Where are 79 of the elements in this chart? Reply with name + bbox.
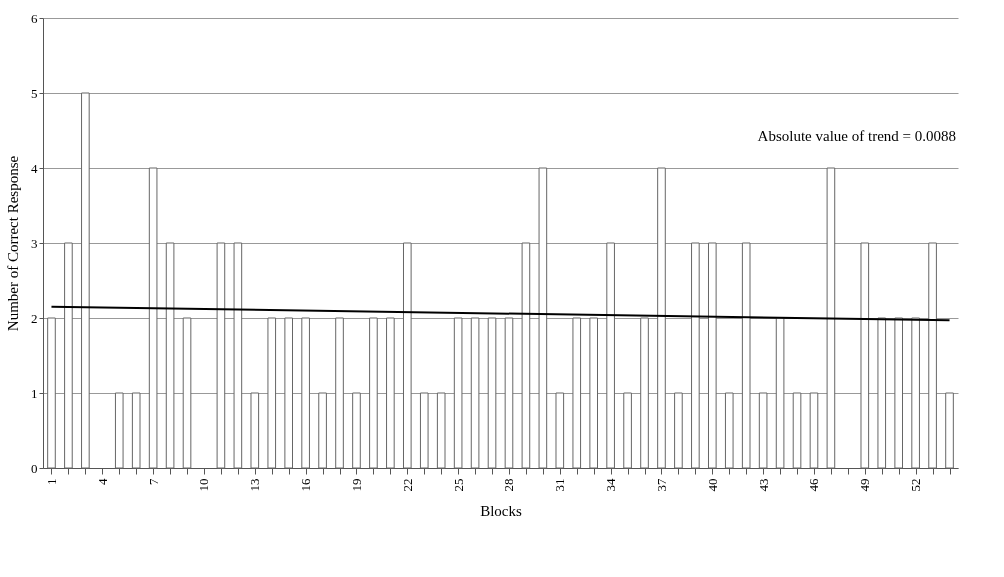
- x-tick-label: 46: [806, 478, 822, 492]
- bar: [267, 317, 277, 469]
- x-tick-label: 7: [145, 478, 161, 485]
- bar: [165, 242, 175, 469]
- bar: [369, 317, 378, 469]
- bar: [911, 317, 920, 469]
- bar: [352, 392, 361, 469]
- bar: [792, 392, 802, 469]
- bar: [216, 242, 226, 469]
- bar: [877, 317, 887, 469]
- bar: [284, 317, 294, 469]
- y-tick-label: 3: [31, 235, 38, 251]
- y-tick-label: 2: [31, 310, 38, 326]
- x-tick-label: 25: [450, 478, 466, 492]
- bar: [623, 392, 632, 469]
- x-tick-label: 40: [704, 478, 720, 492]
- bar: [402, 242, 412, 469]
- bar: [335, 317, 344, 469]
- bar: [775, 317, 785, 469]
- y-tick-label: 4: [31, 160, 38, 176]
- bar: [81, 92, 90, 469]
- bar: [47, 317, 56, 469]
- bar: [182, 317, 192, 469]
- annotation: Absolute value of trend = 0.0088: [757, 128, 956, 144]
- bar: [894, 317, 904, 469]
- bar: [589, 317, 599, 469]
- bar: [572, 317, 582, 469]
- bar: [521, 242, 531, 469]
- bar: [233, 242, 243, 469]
- bar: [741, 242, 751, 469]
- bar: [386, 317, 395, 469]
- bar: [114, 392, 124, 469]
- bar: [809, 392, 819, 469]
- bar: [148, 167, 158, 469]
- x-tick-label: 28: [501, 478, 517, 492]
- bar: [928, 242, 937, 469]
- bar: [826, 167, 836, 469]
- bar: [555, 392, 565, 469]
- bar: [945, 392, 954, 469]
- x-tick-label: 37: [653, 478, 669, 492]
- bar: [419, 392, 429, 469]
- bar: [250, 392, 260, 469]
- x-tick-label: 22: [399, 478, 415, 492]
- x-tick-label: 16: [298, 478, 314, 492]
- x-tick-label: 4: [94, 478, 110, 485]
- bar: [64, 242, 73, 469]
- bar: [538, 167, 548, 469]
- bar: [640, 317, 649, 469]
- x-tick-label: 10: [196, 478, 212, 492]
- bar: [504, 317, 514, 469]
- x-tick-label: 31: [552, 478, 568, 492]
- bar: [453, 317, 463, 469]
- x-tick-label: 43: [755, 478, 771, 492]
- y-tick-label: 1: [31, 385, 38, 401]
- bar: [657, 167, 666, 469]
- bar: [724, 392, 734, 469]
- y-tick-label: 0: [31, 460, 38, 476]
- bar: [436, 392, 446, 469]
- y-tick-label: 6: [31, 10, 38, 26]
- y-axis-title: Number of Correct Response: [5, 155, 21, 332]
- bar: [860, 242, 870, 469]
- bar: [691, 242, 700, 469]
- x-tick-label: 34: [603, 478, 619, 492]
- bar: [318, 392, 327, 469]
- y-tick-label: 5: [31, 85, 38, 101]
- x-tick-label: 1: [43, 478, 59, 485]
- bar: [707, 242, 717, 469]
- bar: [674, 392, 683, 469]
- bar: [131, 392, 141, 469]
- x-axis-title: Blocks: [480, 502, 522, 519]
- x-tick-label: 49: [857, 478, 873, 492]
- bar: [758, 392, 768, 469]
- x-tick-label: 13: [247, 478, 263, 492]
- bar: [606, 242, 615, 469]
- bar: [470, 317, 480, 469]
- x-tick-label: 19: [348, 478, 364, 492]
- bar: [487, 317, 497, 469]
- x-tick-label: 52: [908, 478, 924, 492]
- bar: [301, 317, 310, 469]
